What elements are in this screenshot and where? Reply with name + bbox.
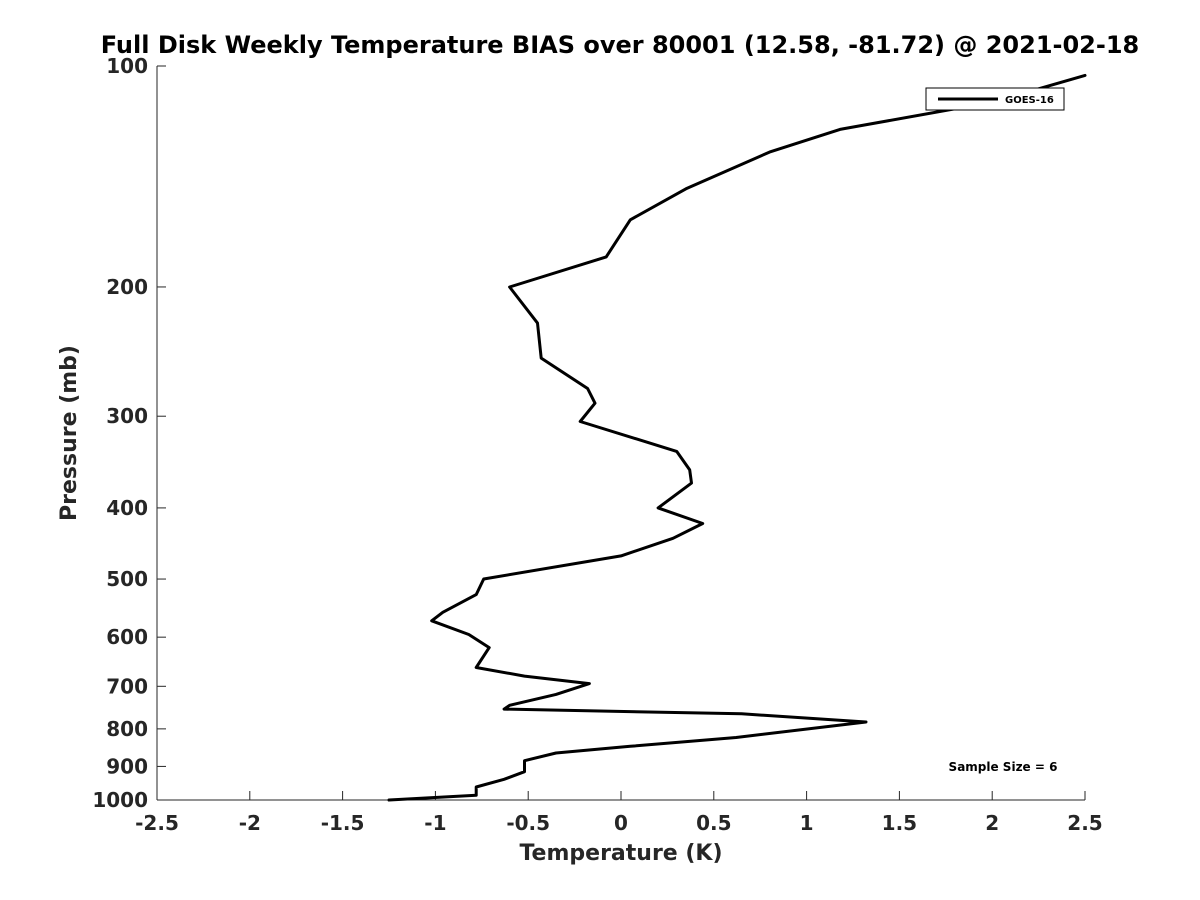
x-tick-label: 0.5 xyxy=(696,811,731,835)
data-point xyxy=(388,799,390,801)
data-point xyxy=(657,507,659,509)
y-tick-label: 300 xyxy=(106,404,148,428)
data-point xyxy=(594,402,596,405)
data-point xyxy=(482,578,485,580)
data-point xyxy=(430,620,433,622)
data-point xyxy=(508,286,511,288)
x-tick-label: -2 xyxy=(239,811,261,835)
y-tick-label: 500 xyxy=(106,567,148,591)
data-point xyxy=(503,778,505,781)
x-tick-label: 1.5 xyxy=(882,811,917,835)
x-tick-label: -0.5 xyxy=(506,811,550,835)
x-tick-label: 2 xyxy=(985,811,999,835)
x-tick-label: 0 xyxy=(614,811,628,835)
legend: GOES-16 xyxy=(925,87,1065,111)
data-point xyxy=(735,736,737,739)
data-point xyxy=(523,770,526,773)
data-point xyxy=(475,666,478,669)
y-tick-label: 100 xyxy=(106,54,148,78)
x-tick-label: 1 xyxy=(800,811,814,835)
y-tick-label: 800 xyxy=(106,717,148,741)
data-point xyxy=(475,786,478,788)
data-point xyxy=(865,721,867,723)
y-tick-label: 900 xyxy=(106,754,148,778)
data-point xyxy=(701,522,704,525)
x-ticks: -2.5 -2 -1.5 -1 -0.5 0 0.5 1 1.5 2 2.5 xyxy=(135,791,1103,835)
data-point xyxy=(503,708,505,710)
x-axis-label: Temperature (K) xyxy=(519,841,722,866)
data-point xyxy=(540,357,542,359)
x-tick-label: -1.5 xyxy=(321,811,365,835)
data-point xyxy=(629,219,632,221)
data-point xyxy=(685,188,687,190)
data-point xyxy=(688,469,691,471)
x-tick-label: 2.5 xyxy=(1067,811,1102,835)
data-point xyxy=(555,693,557,696)
data-point xyxy=(468,633,470,636)
y-tick-label: 1000 xyxy=(92,788,148,812)
data-point xyxy=(475,593,478,596)
data-point xyxy=(768,151,771,153)
data-point xyxy=(523,759,526,762)
y-ticks: 100 200 300 400 500 600 700 800 900 1000 xyxy=(92,54,166,812)
y-tick-label: 700 xyxy=(106,674,148,698)
y-axis-label: Pressure (mb) xyxy=(57,345,82,521)
data-point xyxy=(620,555,622,557)
legend-label-goes-16: GOES-16 xyxy=(1005,95,1054,106)
y-tick-label: 200 xyxy=(106,275,148,299)
data-point xyxy=(579,420,581,423)
data-point xyxy=(555,752,557,754)
data-point xyxy=(740,713,743,715)
data-point xyxy=(488,646,491,649)
chart-title: Full Disk Weekly Temperature BIAS over 8… xyxy=(101,31,1140,59)
data-point xyxy=(442,611,444,614)
data-point xyxy=(839,128,841,131)
data-point xyxy=(675,450,678,453)
y-tick-label: 600 xyxy=(106,625,148,649)
data-point xyxy=(508,704,511,707)
data-point xyxy=(690,482,693,484)
data-point xyxy=(629,745,632,748)
data-point xyxy=(588,682,591,685)
series-layer xyxy=(387,73,1087,802)
y-tick-label: 400 xyxy=(106,496,148,520)
data-point xyxy=(605,256,607,258)
data-point xyxy=(1084,74,1086,77)
data-point xyxy=(523,675,526,677)
x-tick-label: -2.5 xyxy=(135,811,179,835)
data-point xyxy=(672,537,674,540)
data-point xyxy=(475,794,478,796)
x-tick-label: -1 xyxy=(424,811,446,835)
data-point xyxy=(536,322,539,324)
sample-size-annotation: Sample Size = 6 xyxy=(949,760,1058,774)
data-point xyxy=(586,387,589,390)
